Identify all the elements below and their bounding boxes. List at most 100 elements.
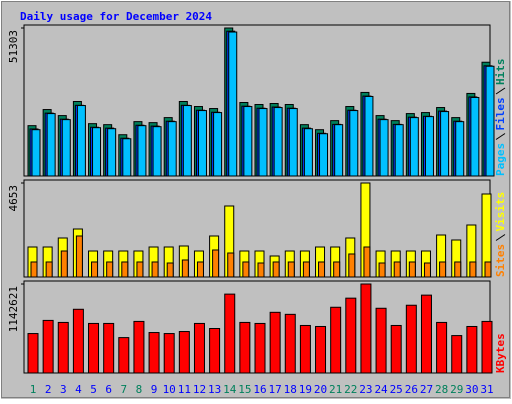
x-tick-label: 3 bbox=[60, 383, 67, 396]
frame-dark bbox=[1, 1, 510, 398]
bar bbox=[136, 261, 144, 278]
x-tick-label: 10 bbox=[163, 383, 176, 396]
bar bbox=[454, 261, 462, 278]
bar bbox=[390, 324, 402, 374]
bar bbox=[303, 128, 313, 177]
bar bbox=[45, 261, 53, 278]
x-tick-label: 8 bbox=[136, 383, 143, 396]
legend-label: Pages bbox=[494, 143, 507, 176]
x-tick-label: 6 bbox=[105, 383, 112, 396]
bar bbox=[409, 117, 419, 177]
x-tick-label: 14 bbox=[223, 383, 237, 396]
x-tick-label: 21 bbox=[329, 383, 342, 396]
bar bbox=[436, 321, 448, 374]
bar bbox=[163, 333, 175, 374]
bar bbox=[239, 321, 251, 374]
x-tick-label: 16 bbox=[253, 383, 266, 396]
bar bbox=[76, 105, 86, 177]
x-tick-label: 24 bbox=[374, 383, 388, 396]
x-tick-label: 25 bbox=[390, 383, 403, 396]
x-tick-label: 2 bbox=[45, 383, 52, 396]
bar bbox=[481, 320, 493, 374]
chart-title: Daily usage for December 2024 bbox=[20, 10, 212, 23]
y-tick-label: 1142621 bbox=[7, 286, 20, 332]
bar bbox=[349, 110, 359, 177]
bar bbox=[209, 328, 221, 374]
bar bbox=[27, 333, 39, 374]
bar bbox=[193, 322, 205, 374]
bar bbox=[178, 331, 190, 374]
x-tick-label: 19 bbox=[299, 383, 312, 396]
bar bbox=[469, 261, 477, 278]
bar bbox=[60, 250, 68, 278]
bar bbox=[393, 261, 401, 278]
legend-label: KBytes bbox=[494, 333, 507, 373]
bar bbox=[151, 261, 159, 278]
bar bbox=[181, 259, 189, 278]
bar bbox=[152, 126, 162, 177]
bar bbox=[360, 283, 372, 374]
bar bbox=[451, 335, 463, 374]
x-tick-label: 23 bbox=[359, 383, 372, 396]
bar bbox=[272, 261, 280, 278]
bar bbox=[455, 121, 465, 177]
bar bbox=[227, 252, 235, 278]
bar bbox=[466, 325, 478, 374]
bar bbox=[302, 261, 310, 278]
x-tick-label: 13 bbox=[208, 383, 221, 396]
bar bbox=[364, 95, 374, 177]
x-tick-label: 28 bbox=[435, 383, 448, 396]
x-tick-label: 22 bbox=[344, 383, 357, 396]
bar bbox=[334, 124, 344, 177]
bar bbox=[269, 311, 281, 374]
x-tick-label: 4 bbox=[75, 383, 82, 396]
bar bbox=[379, 119, 389, 177]
x-tick-label: 31 bbox=[480, 383, 493, 396]
bar bbox=[75, 235, 83, 278]
bar bbox=[284, 313, 296, 374]
bar bbox=[257, 262, 265, 278]
bar bbox=[196, 261, 204, 278]
bar bbox=[224, 293, 236, 374]
x-tick-label: 29 bbox=[450, 383, 463, 396]
bar bbox=[42, 319, 54, 374]
x-tick-label: 18 bbox=[284, 383, 297, 396]
bar bbox=[440, 111, 450, 177]
bar bbox=[423, 262, 431, 278]
bar bbox=[182, 105, 192, 177]
bar bbox=[375, 307, 387, 374]
bar bbox=[378, 262, 386, 278]
bar bbox=[57, 321, 69, 374]
x-tick-label: 27 bbox=[420, 383, 433, 396]
bar bbox=[345, 297, 357, 374]
legend-label: Visits bbox=[494, 192, 507, 232]
bar bbox=[72, 308, 84, 374]
bar bbox=[228, 31, 238, 177]
legend-label: Sites bbox=[494, 244, 507, 277]
bar bbox=[212, 249, 220, 278]
bar bbox=[30, 261, 38, 278]
legend-label: Files bbox=[494, 97, 507, 130]
bar bbox=[420, 294, 432, 374]
bar bbox=[424, 116, 434, 177]
legend-separator bbox=[495, 133, 506, 140]
bar bbox=[243, 106, 253, 177]
bar bbox=[137, 125, 147, 177]
bar bbox=[333, 261, 341, 278]
bar bbox=[258, 108, 268, 177]
bar bbox=[273, 107, 283, 177]
legend-label: Hits bbox=[494, 59, 507, 86]
bar bbox=[61, 119, 71, 177]
bar bbox=[107, 128, 117, 177]
bar bbox=[91, 261, 99, 278]
y-tick-label: 4653 bbox=[7, 185, 20, 212]
x-tick-label: 12 bbox=[193, 383, 206, 396]
bar bbox=[287, 261, 295, 278]
bar bbox=[330, 306, 342, 374]
bar bbox=[485, 65, 495, 177]
bar bbox=[31, 129, 41, 177]
x-tick-label: 20 bbox=[314, 383, 327, 396]
legend-separator bbox=[495, 87, 506, 95]
bar bbox=[254, 322, 266, 374]
